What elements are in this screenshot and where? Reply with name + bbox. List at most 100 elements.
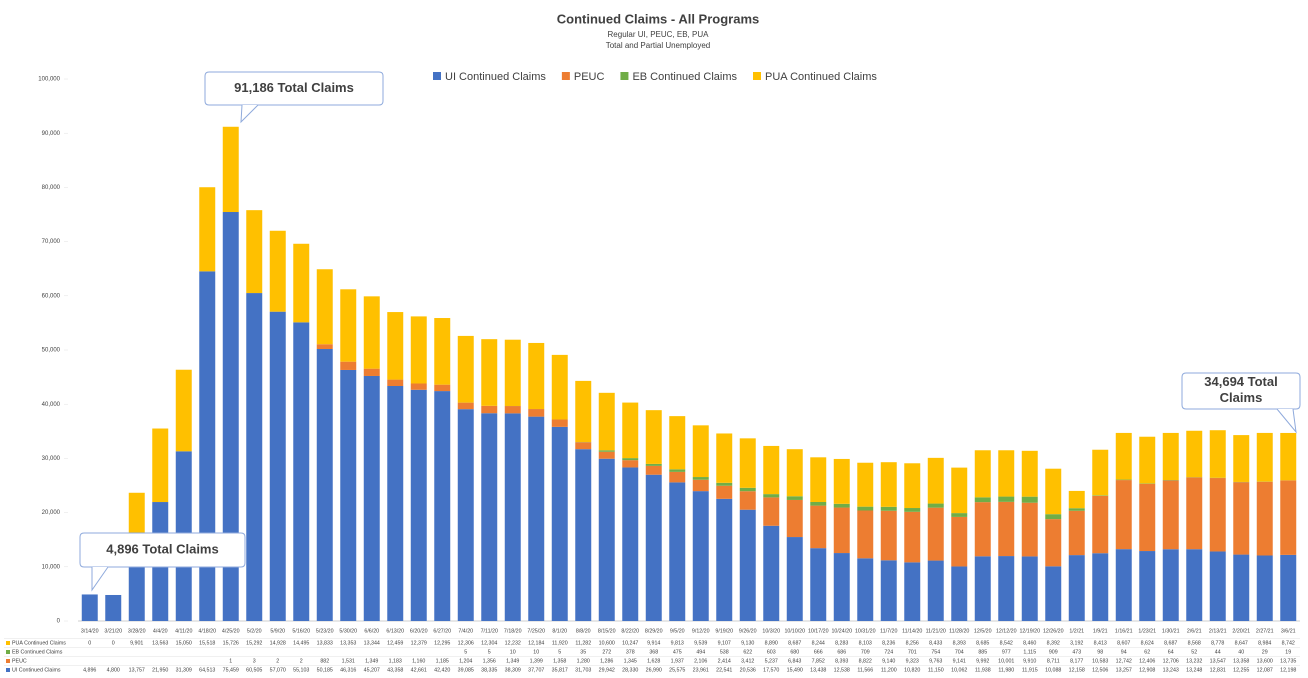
bar-segment — [1069, 491, 1085, 508]
table-cell: 272 — [602, 649, 611, 655]
bar-segment — [904, 512, 920, 563]
table-cell: 39,085 — [458, 667, 474, 673]
table-cell: 13,438 — [810, 667, 826, 673]
table-cell: 12,232 — [505, 640, 521, 646]
bar-segment — [1257, 555, 1273, 621]
table-cell: 26,990 — [646, 667, 662, 673]
bar-segment — [669, 416, 685, 469]
table-cell: 43,358 — [387, 667, 403, 673]
table-cell: 12,255 — [1233, 667, 1249, 673]
bar-segment — [317, 269, 333, 344]
table-row-label: PUA Continued Claims — [12, 640, 66, 646]
bar-segment — [740, 491, 756, 509]
table-cell: 8,687 — [788, 640, 801, 646]
bar-segment — [1210, 551, 1226, 621]
bar-segment — [740, 488, 756, 491]
table-cell: 12,831 — [1210, 667, 1226, 673]
table-cell: 13,563 — [152, 640, 168, 646]
table-cell: 8,687 — [1164, 640, 1177, 646]
table-cell: 8,177 — [1070, 658, 1083, 664]
table-cell: 7,852 — [812, 658, 825, 664]
bar-segment — [411, 390, 427, 621]
bar-segment — [1116, 433, 1132, 480]
y-tick-label: 90,000 — [42, 131, 61, 137]
table-cell: 11,920 — [552, 640, 568, 646]
x-tick-label: 5/30/20 — [339, 628, 357, 634]
x-tick-label: 1/16/21 — [1115, 628, 1133, 634]
x-tick-label: 7/11/20 — [481, 628, 498, 634]
table-cell: 29,942 — [599, 667, 615, 673]
table-cell: 11,150 — [928, 667, 944, 673]
x-tick-label: 8/8/20 — [576, 628, 591, 634]
bar-segment — [881, 560, 897, 621]
y-tick-label: 30,000 — [42, 456, 61, 462]
table-cell: 31,309 — [176, 667, 192, 673]
bar-segment — [646, 464, 662, 466]
bar-segment — [622, 458, 638, 460]
bar-segment — [458, 409, 474, 621]
y-tick-label: 80,000 — [42, 185, 61, 191]
table-cell: 14,928 — [270, 640, 286, 646]
table-cell: 20,536 — [740, 667, 756, 673]
table-cell: 8,283 — [835, 640, 848, 646]
table-cell: 9,323 — [906, 658, 919, 664]
bar-segment — [1045, 514, 1061, 519]
table-cell: 29 — [1262, 649, 1268, 655]
bar-segment — [1022, 556, 1038, 621]
x-tick-label: 4/18/20 — [198, 628, 216, 634]
table-cell: 10,820 — [904, 667, 920, 673]
callout-text: 4,896 Total Claims — [106, 541, 218, 556]
bar-segment — [434, 391, 450, 621]
bar-segment — [340, 289, 356, 361]
table-cell: 8,607 — [1117, 640, 1130, 646]
bar-segment — [246, 293, 262, 621]
table-cell: 1,349 — [506, 658, 519, 664]
bar-segment — [998, 450, 1014, 496]
bar-segment — [857, 463, 873, 507]
table-cell: 13,600 — [1257, 658, 1273, 664]
table-cell: 15,292 — [246, 640, 262, 646]
legend-swatch — [433, 72, 441, 80]
x-tick-label: 2/13/21 — [1209, 628, 1227, 634]
x-tick-label: 12/26/20 — [1043, 628, 1064, 634]
bar-segment — [152, 429, 168, 503]
table-row-label: EB Continued Claims — [12, 649, 63, 655]
bar-segment — [317, 349, 333, 621]
bar-segment — [669, 482, 685, 621]
bar-segment — [1186, 549, 1202, 621]
table-cell: 10,001 — [998, 658, 1014, 664]
table-cell: 10 — [510, 649, 516, 655]
bar-segment — [1233, 482, 1249, 554]
bar-segment — [951, 517, 967, 567]
table-cell: 704 — [955, 649, 964, 655]
table-cell: 1 — [229, 658, 232, 664]
table-cell: 8,822 — [859, 658, 872, 664]
bar-segment — [1139, 484, 1155, 551]
table-cell: 44 — [1215, 649, 1221, 655]
bar-segment — [1163, 549, 1179, 621]
bar-segment — [928, 508, 944, 561]
table-cell: 21,950 — [152, 667, 168, 673]
bar-segment — [340, 370, 356, 621]
chart-subtitle: Regular UI, PEUC, EB, PUA — [608, 30, 710, 39]
x-tick-label: 11/7/20 — [880, 628, 897, 634]
table-cell: 13,358 — [1233, 658, 1249, 664]
table-cell: 1,356 — [483, 658, 496, 664]
x-tick-label: 2/6/21 — [1187, 628, 1202, 634]
table-cell: 12,184 — [528, 640, 544, 646]
table-cell: 8,542 — [1000, 640, 1013, 646]
table-cell: 35 — [580, 649, 586, 655]
x-tick-label: 10/17/20 — [808, 628, 829, 634]
table-cell: 8,393 — [953, 640, 966, 646]
x-tick-label: 1/23/21 — [1138, 628, 1156, 634]
table-cell: 50,185 — [317, 667, 333, 673]
table-cell: 368 — [649, 649, 658, 655]
table-cell: 8,742 — [1282, 640, 1295, 646]
bar-segment — [834, 504, 850, 508]
bar-segment — [1280, 480, 1296, 554]
table-cell: 75,459 — [223, 667, 239, 673]
table-cell: 9,130 — [741, 640, 754, 646]
table-cell: 15,490 — [787, 667, 803, 673]
chart-subtitle: Total and Partial Unemployed — [606, 41, 711, 50]
y-tick-label: 50,000 — [42, 348, 61, 354]
